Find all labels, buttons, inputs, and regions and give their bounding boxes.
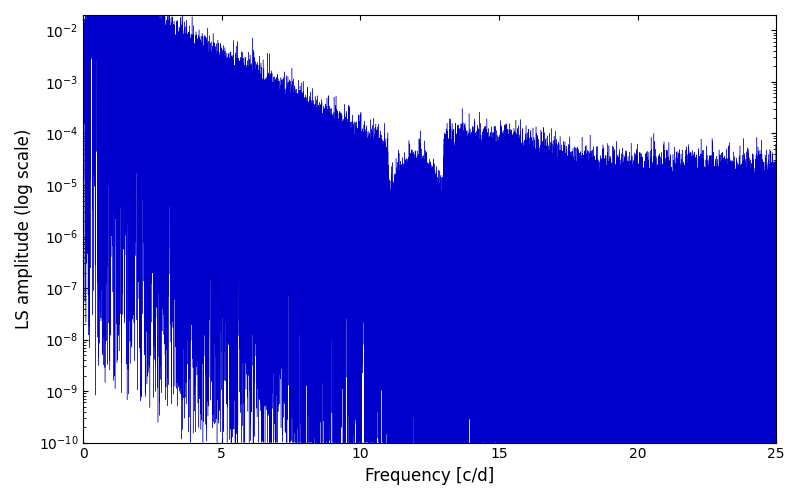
X-axis label: Frequency [c/d]: Frequency [c/d]: [365, 467, 494, 485]
Y-axis label: LS amplitude (log scale): LS amplitude (log scale): [15, 128, 33, 329]
